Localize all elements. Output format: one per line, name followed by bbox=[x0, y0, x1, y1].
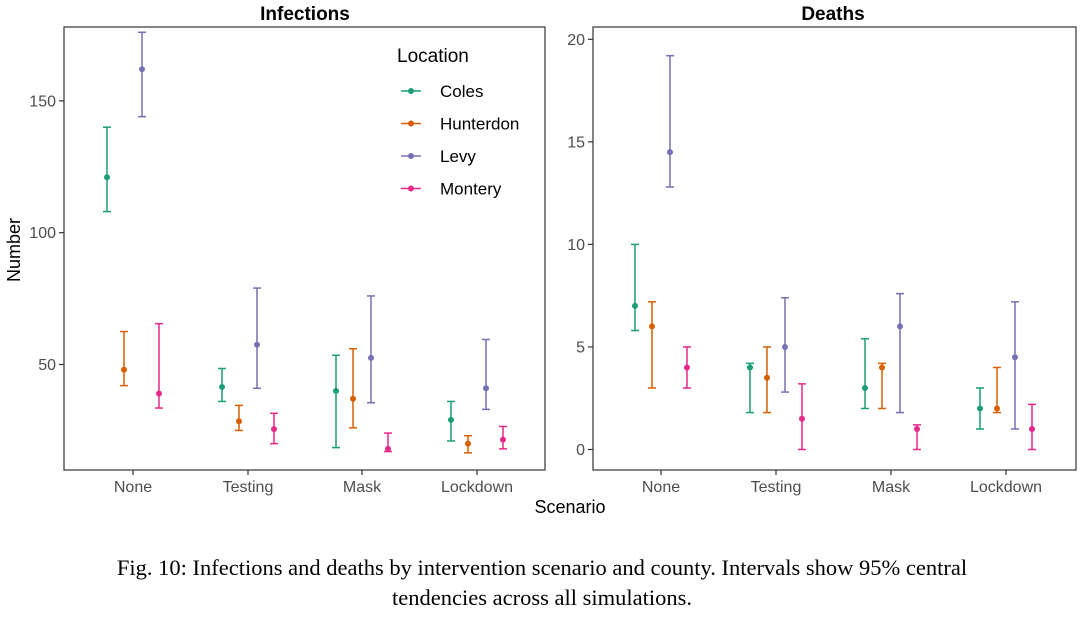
infections-coles-point bbox=[333, 387, 339, 394]
legend-levy-marker bbox=[408, 153, 414, 159]
deaths-coles-point bbox=[862, 384, 868, 391]
legend-hunterdon-marker bbox=[408, 120, 414, 127]
infections-montery-point bbox=[156, 390, 162, 397]
infections-hunterdon-point bbox=[350, 395, 356, 402]
deaths-plot-area: 0 5 10 15 20 None Testing Mask Lockdown bbox=[567, 32, 1042, 496]
deaths-x-tick-label: None bbox=[642, 479, 680, 496]
deaths-hunterdon-point bbox=[994, 405, 1000, 412]
y-axis-title: Number bbox=[4, 218, 24, 282]
deaths-y-tick-label: 15 bbox=[567, 134, 585, 151]
deaths-levy-point bbox=[782, 343, 788, 350]
infections-x-tick-label: Lockdown bbox=[441, 479, 513, 496]
deaths-x-tick-label: Lockdown bbox=[970, 479, 1042, 496]
legend-coles-label: Coles bbox=[440, 82, 483, 101]
legend-montery-marker bbox=[408, 185, 414, 192]
infections-x-tick-label: Mask bbox=[343, 479, 382, 496]
infections-montery-point bbox=[385, 445, 391, 452]
legend-hunterdon-label: Hunterdon bbox=[440, 115, 519, 134]
infections-x-tick-label: None bbox=[114, 479, 152, 496]
deaths-panel-border bbox=[592, 26, 1077, 471]
deaths-y-tick-label: 0 bbox=[576, 442, 585, 459]
deaths-montery-point bbox=[914, 425, 920, 432]
infections-hunterdon-point bbox=[465, 440, 471, 447]
deaths-x-tick-label: Mask bbox=[872, 479, 911, 496]
legend-items: Coles Hunterdon Levy Montery bbox=[401, 82, 519, 199]
infections-montery-point bbox=[271, 426, 277, 433]
caption-line-2: tendencies across all simulations. bbox=[392, 585, 692, 610]
deaths-hunterdon-point bbox=[649, 323, 655, 330]
deaths-hunterdon-point bbox=[879, 364, 885, 371]
x-axis-title: Scenario bbox=[534, 497, 605, 517]
deaths-coles-point bbox=[977, 405, 983, 412]
deaths-y-tick-label: 20 bbox=[567, 32, 585, 49]
infections-levy-point bbox=[483, 385, 489, 392]
deaths-levy-point bbox=[1012, 354, 1018, 361]
infections-levy-point bbox=[139, 66, 145, 73]
infections-montery-point bbox=[500, 436, 506, 443]
deaths-coles-point bbox=[632, 302, 638, 309]
infections-coles-point bbox=[104, 174, 110, 181]
deaths-levy-point bbox=[897, 323, 903, 330]
infections-panel-title: Infections bbox=[260, 4, 350, 25]
legend-levy-label: Levy bbox=[440, 147, 476, 166]
infections-x-tick-label: Testing bbox=[223, 479, 274, 496]
infections-levy-point bbox=[368, 354, 374, 361]
infections-hunterdon-point bbox=[236, 418, 242, 425]
deaths-panel-title: Deaths bbox=[801, 4, 864, 25]
deaths-coles-point bbox=[747, 364, 753, 371]
deaths-y-tick-label: 10 bbox=[567, 237, 585, 254]
legend-title: Location bbox=[397, 46, 469, 67]
deaths-montery-point bbox=[1029, 425, 1035, 432]
infections-coles-point bbox=[448, 416, 454, 423]
deaths-x-tick-label: Testing bbox=[751, 479, 802, 496]
figure-caption: Fig. 10: Infections and deaths by interv… bbox=[0, 553, 1084, 613]
infections-panel-border bbox=[63, 26, 546, 471]
infections-panel: Infections 50 100 150 None Testing Mask Lockdo… bbox=[29, 4, 546, 496]
deaths-montery-point bbox=[684, 364, 690, 371]
infections-plot-area: 50 100 150 None Testing Mask Lockdown bbox=[29, 31, 513, 496]
legend: Location Coles Hunterdon Levy Montery bbox=[397, 46, 519, 199]
infections-coles-point bbox=[219, 383, 225, 390]
deaths-panel: Deaths 0 5 10 15 20 None Testing Mask Lockdown bbox=[567, 4, 1077, 496]
deaths-hunterdon-point bbox=[764, 374, 770, 381]
infections-levy-point bbox=[254, 341, 260, 348]
caption-line-1: Fig. 10: Infections and deaths by interv… bbox=[116, 555, 968, 580]
infections-y-tick-label: 100 bbox=[29, 225, 56, 242]
infections-y-tick-label: 150 bbox=[29, 93, 56, 110]
deaths-levy-point bbox=[667, 149, 673, 156]
infections-y-tick-label: 50 bbox=[38, 357, 56, 374]
deaths-montery-point bbox=[799, 415, 805, 422]
infections-hunterdon-point bbox=[121, 366, 127, 373]
deaths-y-tick-label: 5 bbox=[576, 339, 585, 356]
legend-montery-label: Montery bbox=[440, 180, 502, 199]
legend-coles-marker bbox=[408, 88, 414, 94]
